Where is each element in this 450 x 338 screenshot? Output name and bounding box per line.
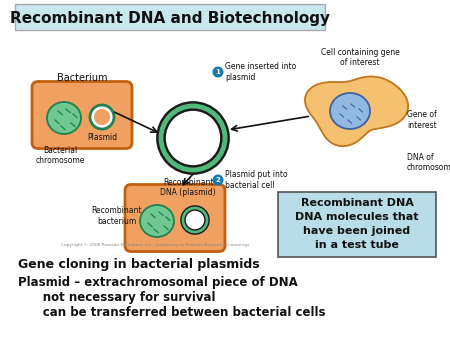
Ellipse shape	[330, 93, 370, 129]
Text: Recombinant
DNA (plasmid): Recombinant DNA (plasmid)	[160, 178, 216, 197]
FancyBboxPatch shape	[125, 185, 225, 251]
Text: Bacterial
chromosome: Bacterial chromosome	[35, 146, 85, 165]
Polygon shape	[305, 76, 408, 146]
Text: Copyright © 2006 Pearson Education, Inc., publishing as Pearson Benjamin Cumming: Copyright © 2006 Pearson Education, Inc.…	[61, 243, 249, 247]
Text: Plasmid – extrachromosomal piece of DNA: Plasmid – extrachromosomal piece of DNA	[18, 276, 298, 289]
Text: Recombinant
bacterium: Recombinant bacterium	[92, 206, 142, 226]
Text: can be transferred between bacterial cells: can be transferred between bacterial cel…	[18, 306, 325, 319]
Ellipse shape	[47, 102, 81, 134]
Text: Plasmid: Plasmid	[87, 133, 117, 142]
Text: DNA of
chromosome: DNA of chromosome	[407, 153, 450, 172]
Circle shape	[188, 213, 202, 227]
Circle shape	[94, 109, 110, 125]
Text: Plasmid put into
bacterial cell: Plasmid put into bacterial cell	[225, 170, 288, 190]
FancyBboxPatch shape	[32, 81, 132, 148]
Text: Recombinant DNA
DNA molecules that
have been joined
in a test tube: Recombinant DNA DNA molecules that have …	[295, 198, 419, 250]
FancyBboxPatch shape	[15, 4, 325, 30]
Text: Gene cloning in bacterial plasmids: Gene cloning in bacterial plasmids	[18, 258, 260, 271]
Text: Gene inserted into
plasmid: Gene inserted into plasmid	[225, 62, 296, 82]
Circle shape	[161, 106, 225, 170]
Circle shape	[183, 208, 207, 232]
Circle shape	[169, 114, 217, 162]
Text: Cell containing gene
of interest: Cell containing gene of interest	[320, 48, 400, 67]
Circle shape	[90, 105, 114, 129]
Circle shape	[212, 174, 224, 186]
Text: Gene of
interest: Gene of interest	[407, 110, 437, 130]
Text: not necessary for survival: not necessary for survival	[18, 291, 216, 304]
Text: 1: 1	[216, 69, 220, 75]
Ellipse shape	[140, 205, 174, 237]
Text: 2: 2	[216, 177, 220, 183]
Text: Recombinant DNA and Biotechnology: Recombinant DNA and Biotechnology	[10, 10, 330, 25]
FancyBboxPatch shape	[278, 192, 436, 257]
Circle shape	[212, 67, 224, 77]
Text: Bacterium: Bacterium	[57, 73, 107, 83]
